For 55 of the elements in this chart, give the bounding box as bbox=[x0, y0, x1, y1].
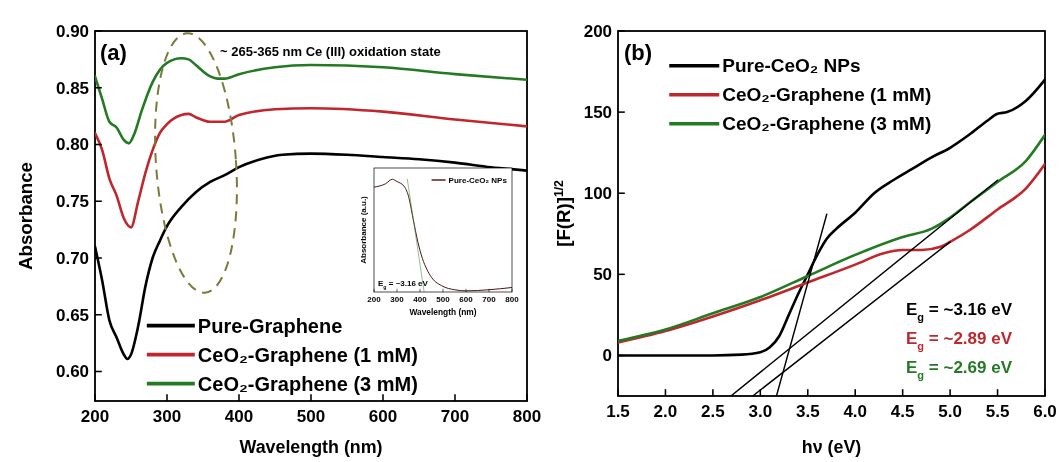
x-tick-label: 2.0 bbox=[653, 402, 678, 422]
legend-label: Pure-CeO₂ NPs bbox=[448, 175, 508, 185]
x-tick-label: 700 bbox=[440, 407, 470, 427]
annotation: (b) bbox=[624, 40, 653, 65]
x-tick-label: 5.0 bbox=[938, 402, 962, 422]
legend-label: Pure-Graphene bbox=[197, 314, 343, 337]
x-tick-label: 200 bbox=[367, 295, 382, 304]
x-tick-label: 700 bbox=[482, 295, 497, 304]
legend-label: Pure-CeO₂ NPs bbox=[722, 55, 861, 77]
y-tick-label: 0.90 bbox=[55, 21, 90, 41]
annotation: E$_{g}$ = ~3.16 eV bbox=[378, 279, 429, 290]
legend-label: CeO₂-Graphene (3 mM) bbox=[197, 372, 418, 395]
y-tick-label: 150 bbox=[583, 103, 613, 123]
annotation: (a) bbox=[100, 40, 127, 65]
x-tick-label: 200 bbox=[80, 407, 110, 427]
x-tick-label: 3.0 bbox=[748, 402, 773, 422]
y-tick-label: 100 bbox=[583, 184, 613, 204]
x-tick-label: 400 bbox=[224, 407, 254, 427]
x-tick-label: 500 bbox=[436, 295, 451, 304]
x-tick-label: 300 bbox=[390, 295, 405, 304]
y-tick-label: 0 bbox=[602, 346, 613, 366]
x-tick-label: 800 bbox=[505, 295, 520, 304]
x-tick-label: 400 bbox=[413, 295, 428, 304]
y-tick-label: 0.80 bbox=[55, 135, 90, 155]
annotation: E$_{g}$ = ~2.69 eV bbox=[906, 358, 1013, 381]
x-tick-label: 2.5 bbox=[701, 402, 725, 422]
legend-label: CeO₂-Graphene (1 mM) bbox=[722, 84, 932, 106]
x-tick-label: 600 bbox=[368, 407, 398, 427]
annotation: ~ 265-365 nm Ce (III) oxidation state bbox=[220, 44, 441, 59]
x-tick-label: 4.0 bbox=[843, 402, 868, 422]
x-tick-label: 1.5 bbox=[606, 402, 630, 422]
x-tick-label: 4.5 bbox=[890, 402, 915, 422]
y-axis-title: Absorbance (a.u.) bbox=[359, 195, 368, 264]
y-tick-label: 0.85 bbox=[55, 78, 90, 98]
legend-label: CeO₂-Graphene (1 mM) bbox=[197, 343, 418, 366]
y-tick-label: 0.70 bbox=[55, 248, 90, 268]
x-tick-label: 500 bbox=[296, 407, 326, 427]
y-tick-label: 0.60 bbox=[55, 362, 90, 382]
x-tick-label: 5.5 bbox=[985, 402, 1010, 422]
x-axis-title: Wavelength (nm) bbox=[409, 307, 477, 317]
annotation: E$_{g}$ = ~2.89 eV bbox=[906, 329, 1013, 352]
x-tick-label: 6.0 bbox=[1033, 402, 1057, 422]
y-tick-label: 50 bbox=[593, 265, 613, 285]
legend-label: CeO₂-Graphene (3 mM) bbox=[722, 113, 932, 135]
y-tick-label: 200 bbox=[583, 21, 613, 41]
annotation: E$_{g}$ = ~3.16 eV bbox=[906, 300, 1013, 323]
x-axis-title: Wavelength (nm) bbox=[239, 437, 383, 457]
y-tick-label: 0.75 bbox=[55, 192, 90, 212]
y-axis-title: Absorbance bbox=[15, 161, 36, 271]
x-tick-label: 800 bbox=[512, 407, 542, 427]
x-tick-label: 600 bbox=[459, 295, 474, 304]
x-tick-label: 3.5 bbox=[795, 402, 820, 422]
x-axis-title: hν (eV) bbox=[801, 437, 862, 457]
y-tick-label: 0.65 bbox=[55, 305, 90, 325]
x-tick-label: 300 bbox=[152, 407, 182, 427]
